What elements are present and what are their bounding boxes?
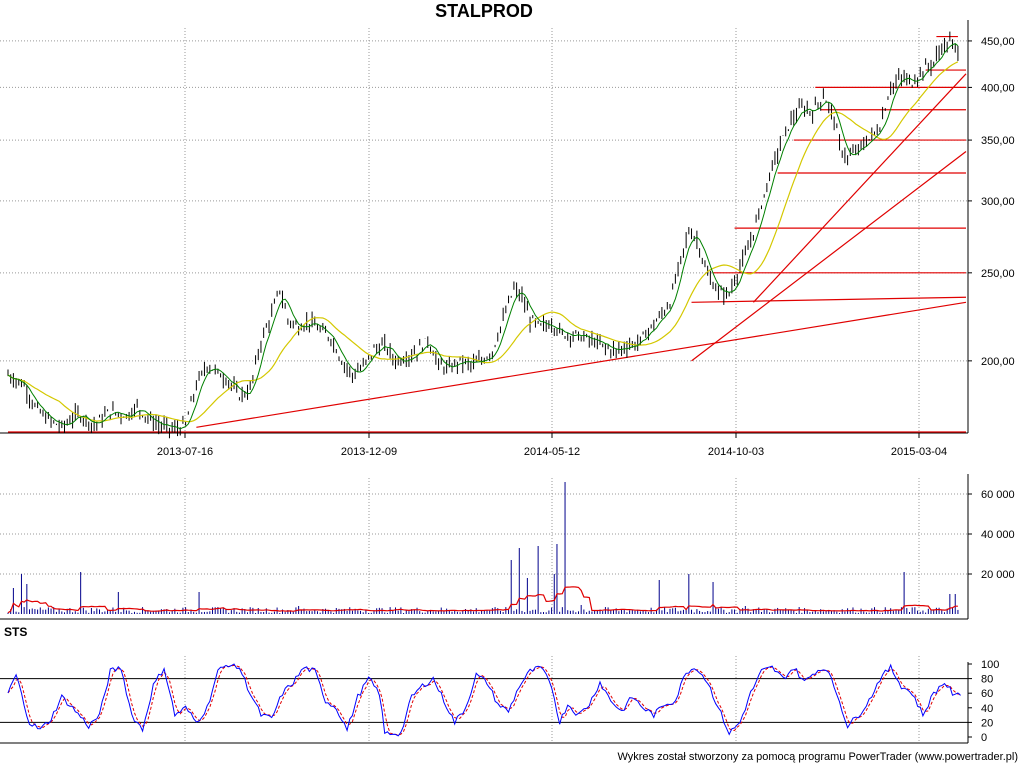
y-tick-label: 60: [981, 688, 993, 700]
y-tick-label: 40 000: [981, 529, 1015, 541]
y-tick-label: 60 000: [981, 489, 1015, 501]
y-tick-label: 300,00: [981, 196, 1015, 208]
y-tick-label: 350,00: [981, 135, 1015, 147]
support-line: [196, 301, 967, 428]
support-line: [691, 296, 967, 303]
volume-average-line: [7, 586, 958, 614]
x-tick-label: 2014-10-03: [708, 446, 764, 458]
volume-series: [7, 482, 959, 614]
grid-layer: [0, 28, 968, 741]
x-tick-label: 2013-07-16: [157, 446, 213, 458]
support-line: [691, 151, 967, 362]
y-tick-label: 20: [981, 717, 993, 729]
sts-panel-label: STS: [4, 625, 28, 639]
y-tick-label: 450,00: [981, 36, 1015, 48]
sts-series: [7, 663, 961, 737]
y-tick-label: 0: [981, 732, 987, 744]
footer-credit: Wykres został stworzony za pomocą progra…: [617, 751, 1018, 763]
y-tick-label: 400,00: [981, 82, 1015, 94]
support-line: [752, 73, 967, 303]
y-tick-label: 20 000: [981, 569, 1015, 581]
sts-signal-line: [7, 664, 961, 736]
y-tick-label: 200,00: [981, 356, 1015, 368]
y-tick-label: 80: [981, 674, 993, 686]
moving-average-fast: [7, 43, 959, 430]
x-tick-label: 2014-05-12: [524, 446, 580, 458]
y-tick-label: 250,00: [981, 268, 1015, 280]
x-tick-label: 2013-12-09: [341, 446, 397, 458]
y-tick-label: 100: [981, 659, 999, 671]
chart-title: STALPROD: [435, 1, 533, 21]
price-series: [7, 31, 959, 439]
axes-layer: 2013-07-16 2013-12-09 2014-05-12 2014-10-03…: [0, 20, 1015, 744]
support-lines: [8, 35, 967, 433]
y-tick-label: 40: [981, 703, 993, 715]
moving-average-slow: [7, 61, 959, 423]
sts-main-line: [7, 663, 961, 737]
x-tick-label: 2015-03-04: [891, 446, 947, 458]
